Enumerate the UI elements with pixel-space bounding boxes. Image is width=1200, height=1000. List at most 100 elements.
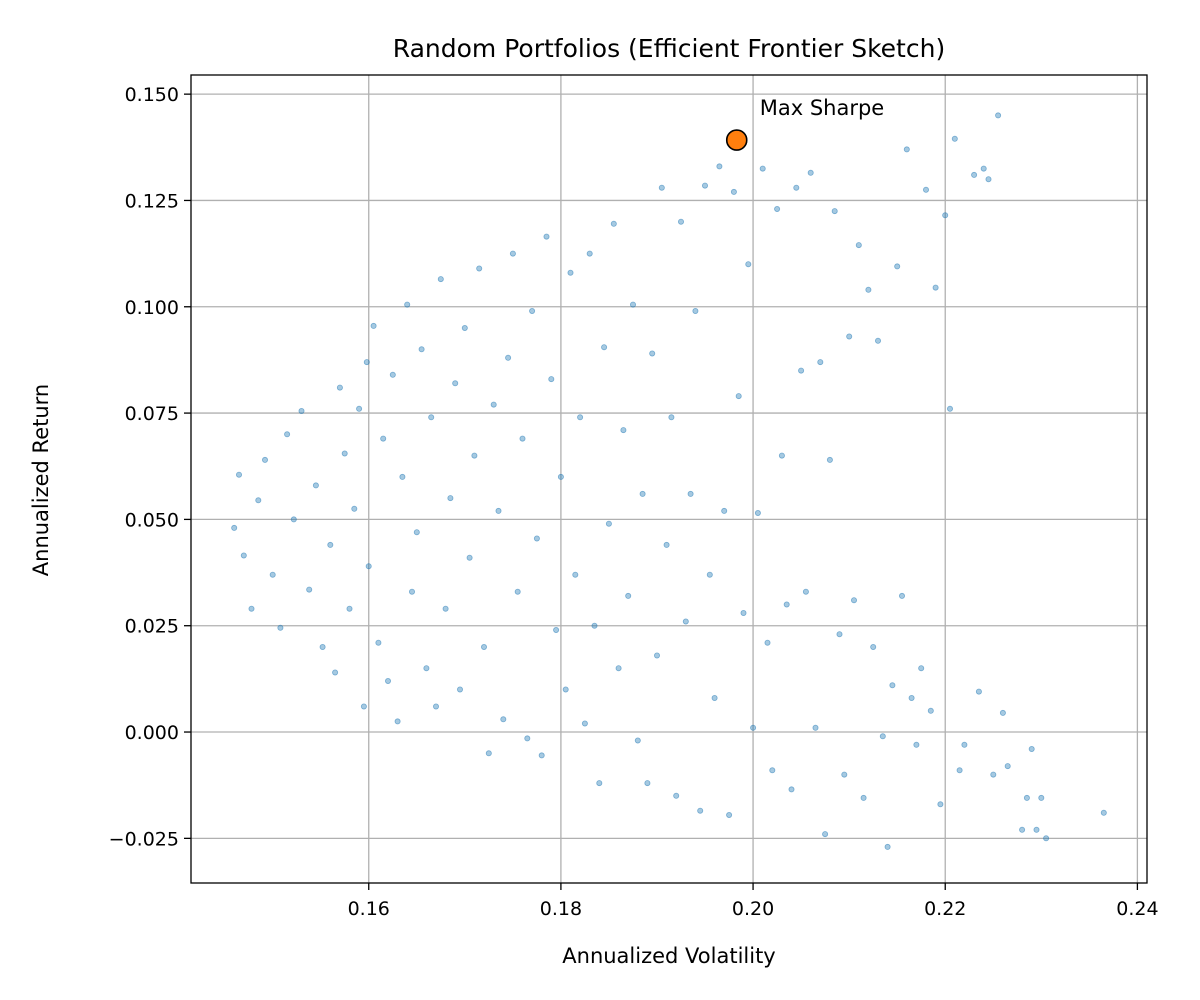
portfolio-point bbox=[908, 695, 915, 702]
portfolio-point bbox=[519, 435, 526, 442]
portfolio-point bbox=[548, 376, 555, 383]
portfolio-point bbox=[975, 688, 982, 695]
portfolio-point bbox=[269, 571, 276, 578]
portfolio-point bbox=[668, 414, 675, 421]
portfolio-point bbox=[480, 644, 487, 651]
portfolio-point bbox=[1004, 763, 1011, 770]
portfolio-point bbox=[346, 605, 353, 612]
portfolio-point bbox=[774, 205, 781, 212]
portfolio-point bbox=[995, 112, 1002, 119]
portfolio-point bbox=[721, 507, 728, 514]
portfolio-point bbox=[306, 586, 313, 593]
portfolio-point bbox=[336, 384, 343, 391]
portfolio-point bbox=[678, 218, 685, 225]
portfolio-point bbox=[591, 622, 598, 629]
portfolio-point bbox=[971, 171, 978, 178]
y-tick-label: 0.000 bbox=[125, 722, 179, 744]
portfolio-point bbox=[980, 165, 987, 172]
portfolio-point bbox=[692, 307, 699, 314]
portfolio-point bbox=[889, 682, 896, 689]
portfolio-point bbox=[793, 184, 800, 191]
portfolio-point bbox=[327, 541, 334, 548]
portfolio-point bbox=[658, 184, 665, 191]
portfolio-point bbox=[764, 639, 771, 646]
portfolio-point bbox=[399, 473, 406, 480]
portfolio-point bbox=[500, 716, 507, 723]
portfolio-point bbox=[413, 529, 420, 536]
portfolio-point bbox=[1100, 809, 1107, 816]
portfolio-point bbox=[615, 665, 622, 672]
portfolio-point bbox=[706, 571, 713, 578]
portfolio-point bbox=[418, 346, 425, 353]
portfolio-point bbox=[255, 497, 262, 504]
portfolio-point bbox=[495, 507, 502, 514]
portfolio-point bbox=[826, 456, 833, 463]
portfolio-point bbox=[798, 367, 805, 374]
portfolio-point bbox=[312, 482, 319, 489]
portfolio-point bbox=[432, 703, 439, 710]
x-tick-label: 0.16 bbox=[348, 898, 390, 920]
portfolio-point bbox=[937, 801, 944, 808]
y-tick-label: 0.050 bbox=[125, 509, 179, 531]
x-tick-label: 0.18 bbox=[540, 898, 582, 920]
portfolio-point bbox=[562, 686, 569, 693]
portfolio-point bbox=[745, 261, 752, 268]
portfolio-point bbox=[351, 505, 358, 512]
portfolio-point bbox=[1033, 826, 1040, 833]
portfolio-point bbox=[485, 750, 492, 757]
portfolio-point bbox=[702, 182, 709, 189]
portfolio-point bbox=[235, 471, 242, 478]
portfolio-point bbox=[663, 541, 670, 548]
portfolio-point bbox=[610, 220, 617, 227]
portfolio-point bbox=[740, 610, 747, 617]
portfolio-point bbox=[577, 414, 584, 421]
portfolio-point bbox=[879, 733, 886, 740]
portfolio-point bbox=[284, 431, 291, 438]
portfolio-point bbox=[754, 509, 761, 516]
portfolio-point bbox=[644, 780, 651, 787]
portfolio-point bbox=[452, 380, 459, 387]
portfolio-point bbox=[360, 703, 367, 710]
portfolio-point bbox=[572, 571, 579, 578]
portfolio-point bbox=[903, 146, 910, 153]
portfolio-point bbox=[726, 812, 733, 819]
portfolio-point bbox=[538, 752, 545, 759]
portfolio-point bbox=[375, 639, 382, 646]
portfolio-point bbox=[927, 707, 934, 714]
portfolio-point bbox=[363, 359, 370, 366]
max-sharpe-point bbox=[725, 129, 748, 151]
x-tick-label: 0.20 bbox=[732, 898, 774, 920]
portfolio-point bbox=[248, 605, 255, 612]
portfolio-point bbox=[999, 709, 1006, 716]
portfolio-point bbox=[831, 208, 838, 215]
portfolio-point bbox=[466, 554, 473, 561]
portfolio-point bbox=[428, 414, 435, 421]
portfolio-point bbox=[697, 807, 704, 814]
portfolio-point bbox=[447, 495, 454, 502]
portfolio-point bbox=[870, 644, 877, 651]
portfolio-point bbox=[654, 652, 661, 659]
portfolio-point bbox=[533, 535, 540, 542]
portfolio-point bbox=[240, 552, 247, 559]
portfolio-point bbox=[961, 741, 968, 748]
portfolio-point bbox=[783, 601, 790, 608]
portfolio-point bbox=[855, 242, 862, 249]
portfolio-point bbox=[423, 665, 430, 672]
portfolio-point bbox=[788, 786, 795, 793]
y-tick-label: −0.025 bbox=[109, 828, 179, 850]
portfolio-point bbox=[899, 592, 906, 599]
portfolio-point bbox=[1028, 746, 1035, 753]
portfolio-point bbox=[509, 250, 516, 257]
y-tick-label: 0.075 bbox=[125, 403, 179, 425]
portfolio-point bbox=[894, 263, 901, 270]
portfolio-point bbox=[634, 737, 641, 744]
portfolio-point bbox=[586, 250, 593, 257]
portfolio-point bbox=[759, 165, 766, 172]
portfolio-point bbox=[298, 407, 305, 414]
portfolio-point bbox=[836, 631, 843, 638]
y-tick-label: 0.150 bbox=[125, 84, 179, 106]
portfolio-point bbox=[990, 771, 997, 778]
portfolio-point bbox=[630, 301, 637, 308]
x-axis-ticks: 0.16 0.18 0.20 0.22 0.24 bbox=[348, 883, 1159, 920]
portfolio-point bbox=[687, 490, 694, 497]
